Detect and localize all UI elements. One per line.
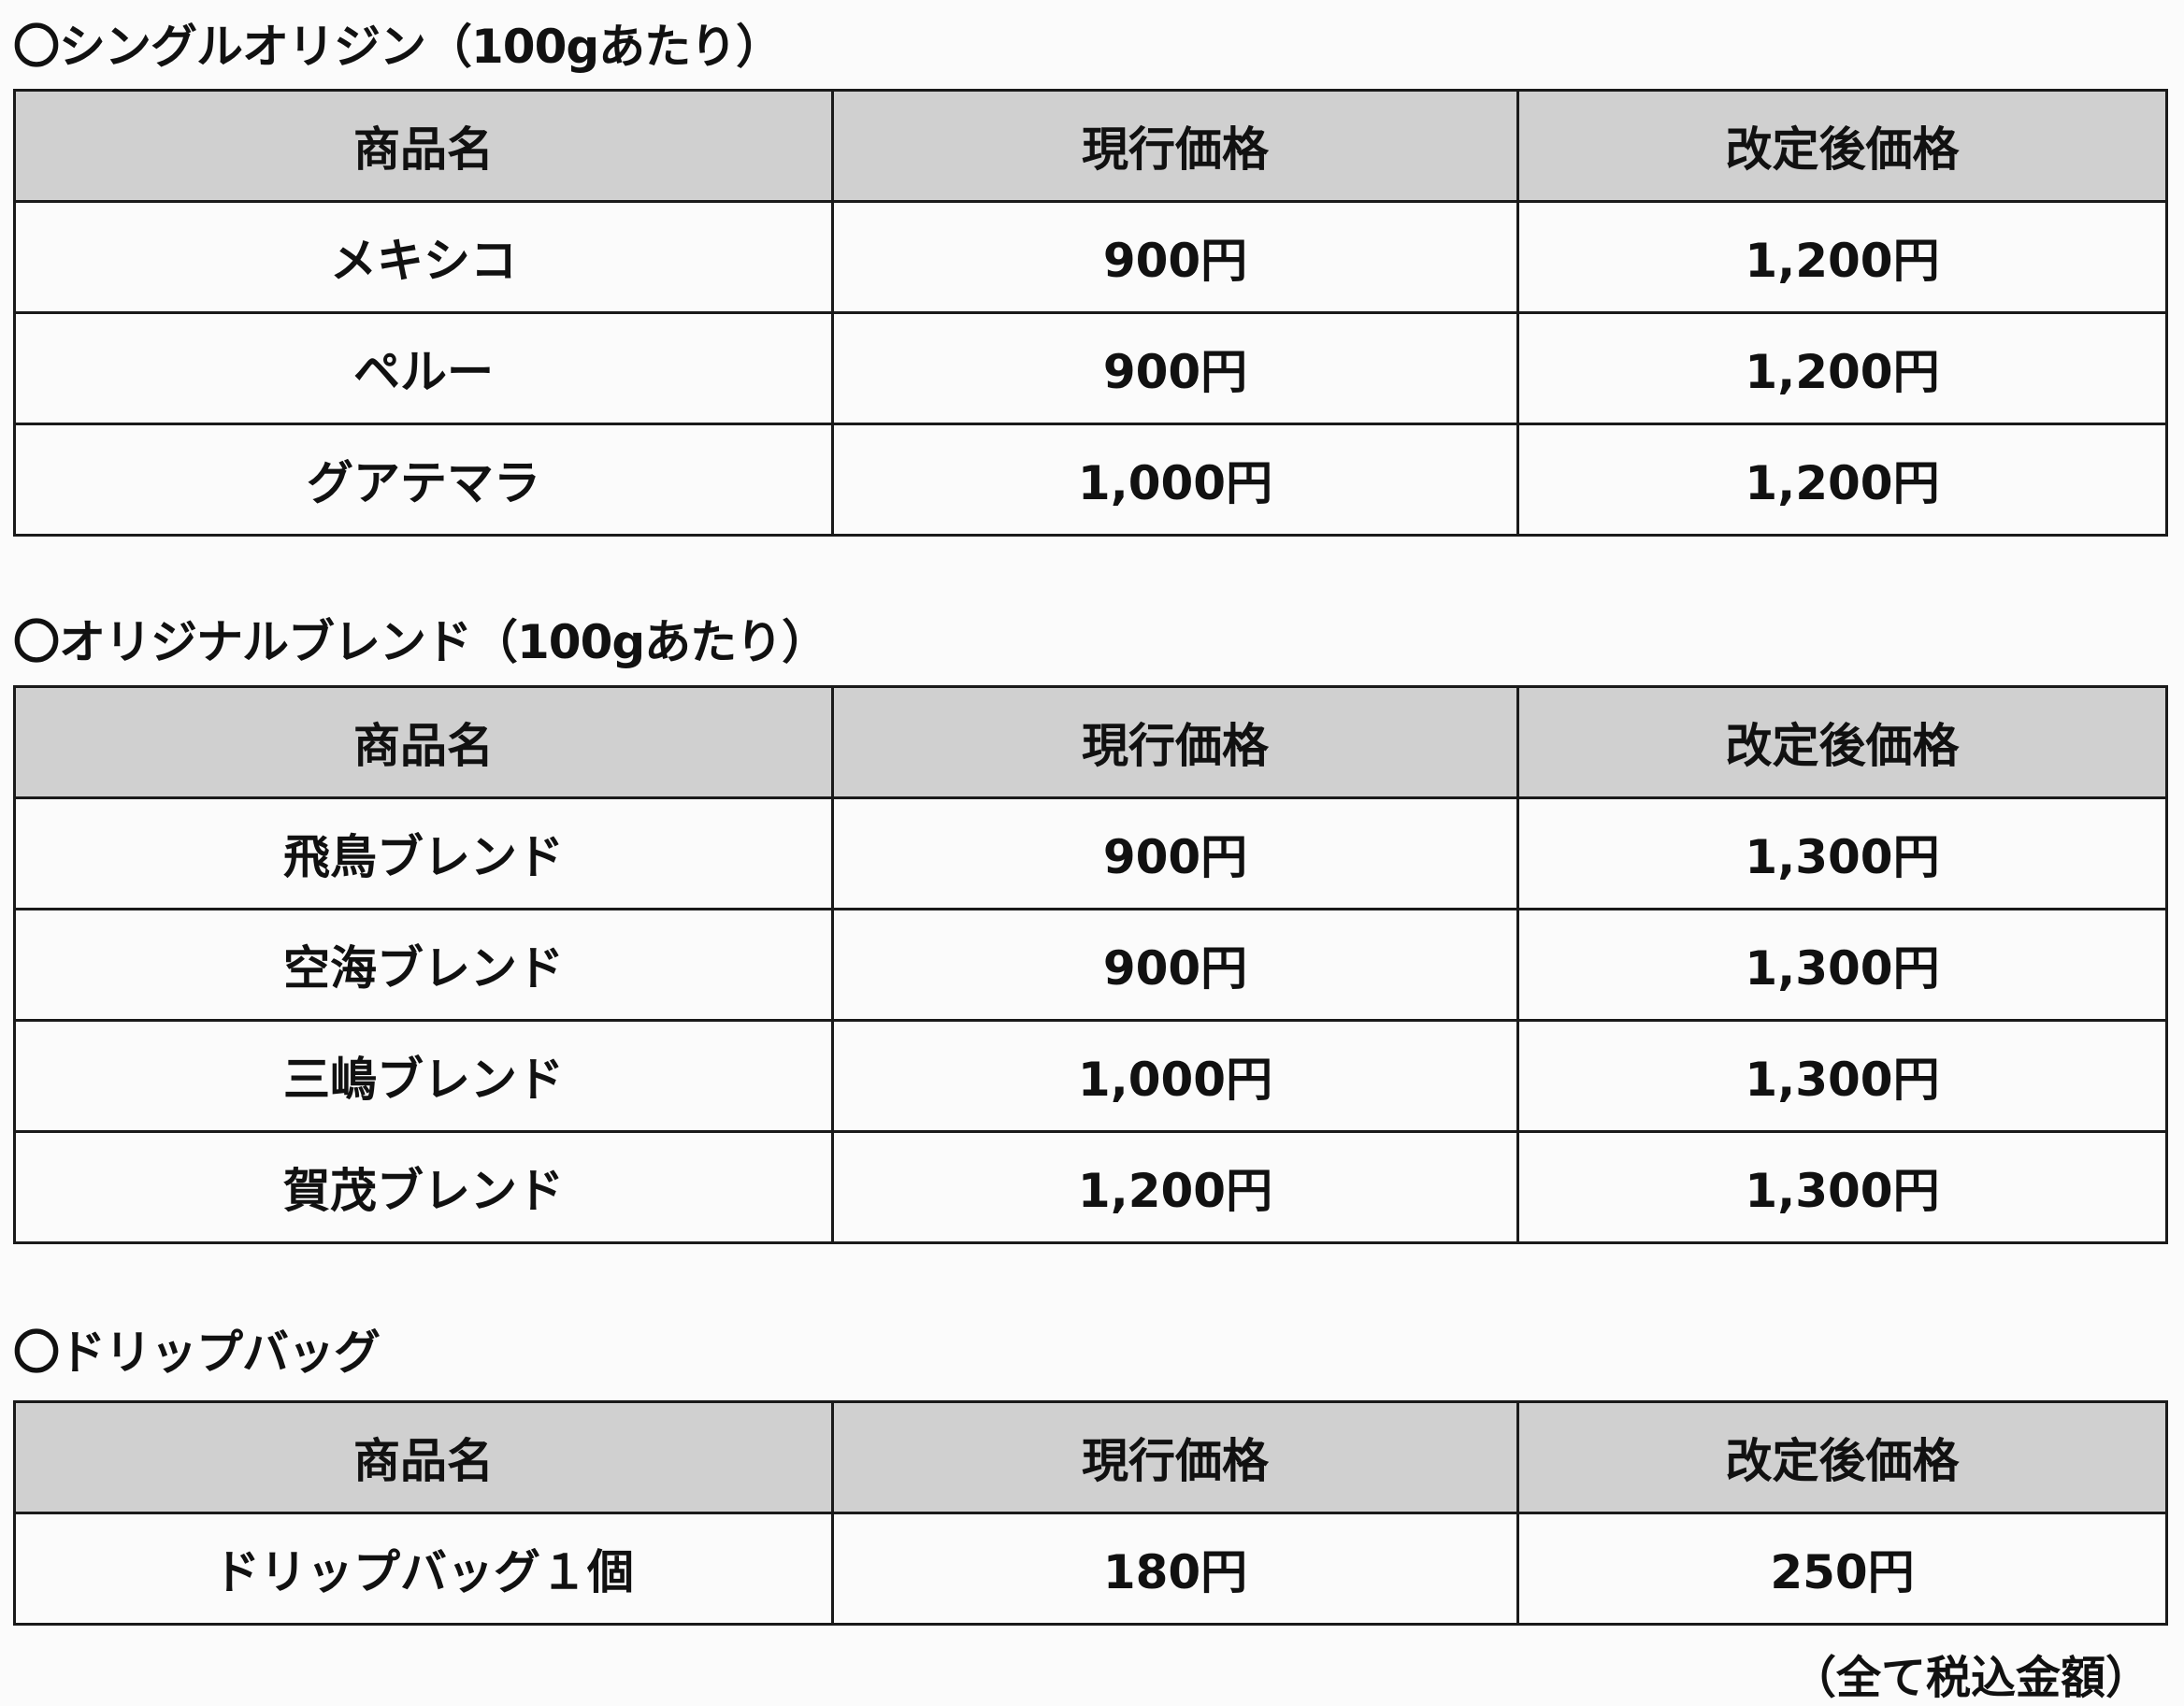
column-header: 改定後価格 — [1516, 1400, 2168, 1514]
current-price: 900円 — [831, 311, 1519, 425]
current-price: 180円 — [831, 1512, 1519, 1626]
new-price: 1,200円 — [1516, 311, 2168, 425]
new-price: 1,300円 — [1516, 1019, 2168, 1133]
column-header: 商品名 — [13, 685, 834, 799]
new-price: 1,200円 — [1516, 200, 2168, 314]
current-price: 900円 — [831, 908, 1519, 1022]
table-row: ペルー 900円 1,200円 — [13, 311, 2168, 425]
current-price: 1,000円 — [831, 1019, 1519, 1133]
column-header: 現行価格 — [831, 1400, 1519, 1514]
header-row: 商品名 現行価格 改定後価格 — [13, 89, 2168, 203]
price-table: 商品名 現行価格 改定後価格 メキシコ 900円 1,200円 ペルー 900円 1,200円グ… — [13, 89, 2168, 537]
new-price: 1,200円 — [1516, 423, 2168, 537]
product-name: メキシコ — [13, 200, 834, 314]
header-row: 商品名 現行価格 改定後価格 — [13, 1400, 2168, 1514]
table-row: グアテマラ 1,000円 1,200円 — [13, 423, 2168, 537]
section-title: 〇オリジナルブレンド（100gあたり） — [13, 615, 828, 669]
table-row: メキシコ 900円 1,200円 — [13, 200, 2168, 314]
price-table: 商品名 現行価格 改定後価格 ドリップバッグ１個 180円 250円 — [13, 1400, 2168, 1626]
current-price: 1,200円 — [831, 1130, 1519, 1244]
product-name: 空海ブレンド — [13, 908, 834, 1022]
product-name: 三嶋ブレンド — [13, 1019, 834, 1133]
current-price: 1,000円 — [831, 423, 1519, 537]
table-row: 賀茂ブレンド 1,200円 1,300円 — [13, 1130, 2168, 1244]
column-header: 改定後価格 — [1516, 89, 2168, 203]
new-price: 1,300円 — [1516, 796, 2168, 910]
table-row: 空海ブレンド 900円 1,300円 — [13, 908, 2168, 1022]
current-price: 900円 — [831, 796, 1519, 910]
product-name: グアテマラ — [13, 423, 834, 537]
section-title: 〇ドリップバッグ — [13, 1326, 381, 1380]
table-row: 飛鳥ブレンド 900円 1,300円 — [13, 796, 2168, 910]
column-header: 商品名 — [13, 1400, 834, 1514]
column-header: 商品名 — [13, 89, 834, 203]
current-price: 900円 — [831, 200, 1519, 314]
product-name: ドリップバッグ１個 — [13, 1512, 834, 1626]
new-price: 250円 — [1516, 1512, 2168, 1626]
header-row: 商品名 現行価格 改定後価格 — [13, 685, 2168, 799]
product-name: 飛鳥ブレンド — [13, 796, 834, 910]
section-title: 〇シングルオリジン（100gあたり） — [13, 20, 783, 74]
new-price: 1,300円 — [1516, 908, 2168, 1022]
new-price: 1,300円 — [1516, 1130, 2168, 1244]
product-name: 賀茂ブレンド — [13, 1130, 834, 1244]
column-header: 現行価格 — [831, 89, 1519, 203]
price-table: 商品名 現行価格 改定後価格 飛鳥ブレンド 900円 1,300円 空海ブレンド 900円 1,… — [13, 685, 2168, 1244]
column-header: 改定後価格 — [1516, 685, 2168, 799]
tax-note: （全て税込金額） — [1790, 1652, 2150, 1704]
table-row: 三嶋ブレンド 1,000円 1,300円 — [13, 1019, 2168, 1133]
column-header: 現行価格 — [831, 685, 1519, 799]
product-name: ペルー — [13, 311, 834, 425]
table-row: ドリップバッグ１個 180円 250円 — [13, 1512, 2168, 1626]
